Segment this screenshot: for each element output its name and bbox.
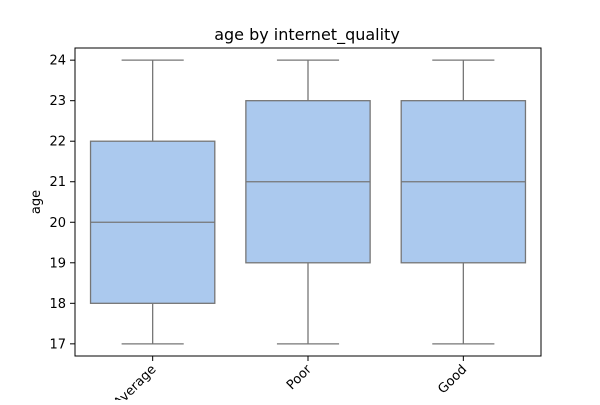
plot-area: 17 18 19 20 21 22 23 24 Average Poor Good [49,54,527,405]
y-tick-label: 19 [49,256,66,271]
y-tick-label: 20 [49,216,66,231]
chart-title: age by internet_quality [214,25,400,45]
y-tick-label: 24 [49,54,66,69]
plot-frame [74,47,542,357]
x-tick-label: Good [435,362,470,397]
y-tick-label: 21 [49,175,66,190]
x-tick-label: Poor [284,362,315,393]
y-axis-label: age [29,190,44,214]
x-tick-label: Average [111,362,159,400]
y-tick-label: 17 [49,337,66,352]
y-tick-label: 23 [49,94,66,109]
y-tick-label: 22 [49,135,66,150]
y-tick-label: 18 [49,297,66,312]
